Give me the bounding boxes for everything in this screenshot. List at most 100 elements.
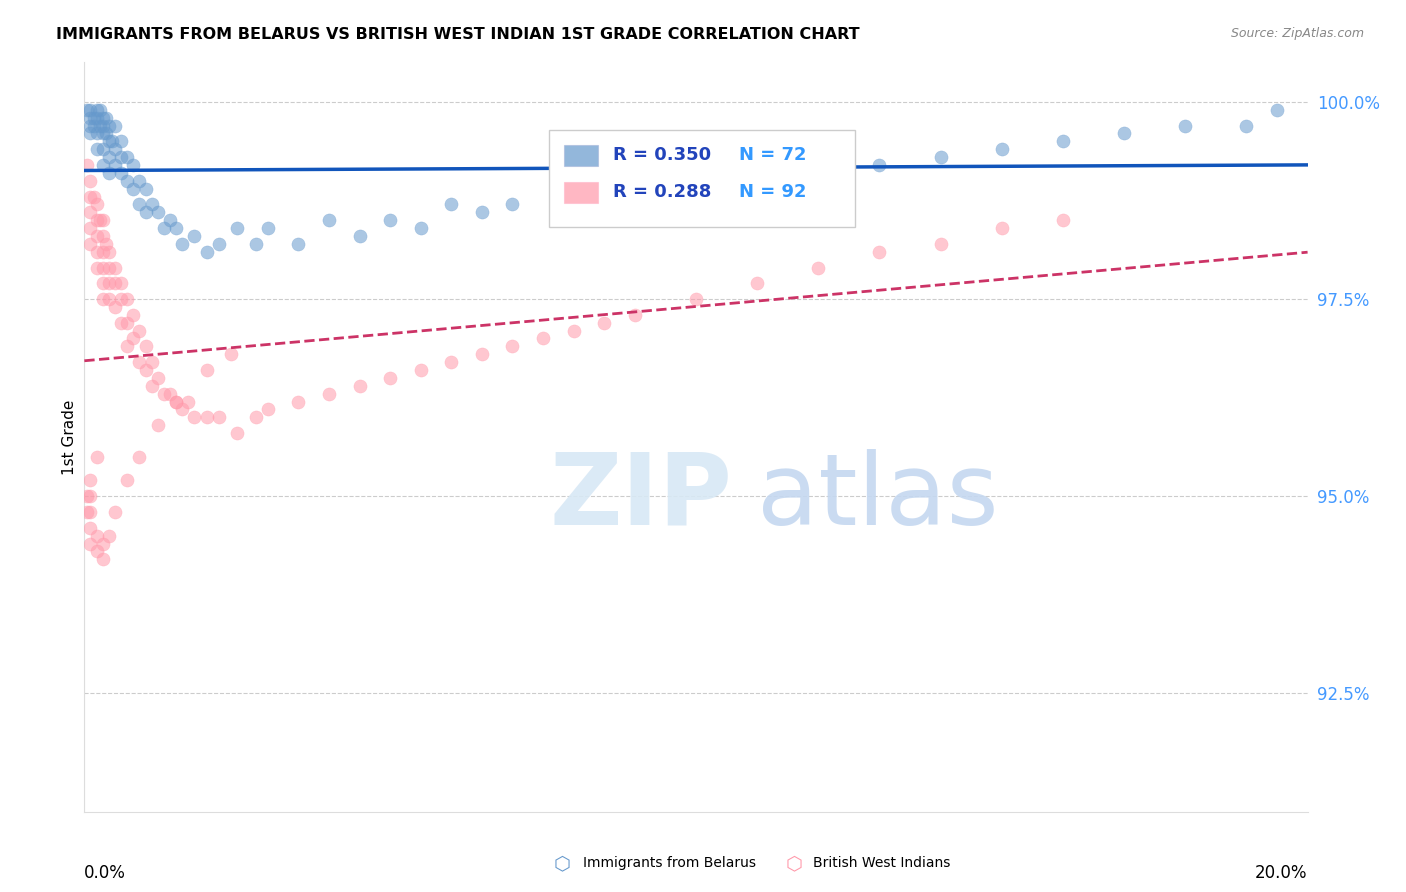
Point <box>91 260 114 275</box>
Point <box>79 111 101 125</box>
Point <box>135 205 157 219</box>
Point <box>91 277 114 291</box>
Point <box>79 174 101 188</box>
Text: Immigrants from Belarus: Immigrants from Belarus <box>583 856 756 871</box>
Bar <box>564 145 598 166</box>
Point <box>97 119 120 133</box>
Point <box>86 213 108 227</box>
Point <box>257 221 280 235</box>
Point <box>685 292 707 306</box>
Text: ⬡: ⬡ <box>786 854 803 873</box>
Point <box>624 181 647 195</box>
Point <box>685 174 707 188</box>
Point <box>97 529 120 543</box>
Point <box>79 127 101 141</box>
Point <box>409 363 432 377</box>
Point <box>86 103 108 117</box>
Point <box>94 111 117 125</box>
Point <box>91 244 114 259</box>
Point <box>91 536 114 550</box>
Point <box>195 363 218 377</box>
Point <box>471 205 494 219</box>
Point <box>128 355 150 369</box>
Point <box>991 142 1014 156</box>
Point <box>502 339 524 353</box>
Point <box>440 197 463 211</box>
Point <box>531 331 554 345</box>
Point <box>287 236 309 251</box>
Point <box>91 158 114 172</box>
Point <box>79 536 101 550</box>
Point <box>349 379 371 393</box>
Text: British West Indians: British West Indians <box>813 856 950 871</box>
Point <box>1174 119 1197 133</box>
Point <box>747 166 769 180</box>
Point <box>245 236 267 251</box>
Point <box>101 134 124 148</box>
Point <box>76 505 98 519</box>
Point <box>97 292 120 306</box>
Point <box>409 221 432 235</box>
Point <box>287 394 309 409</box>
Point <box>128 450 150 464</box>
Point <box>86 197 108 211</box>
Text: IMMIGRANTS FROM BELARUS VS BRITISH WEST INDIAN 1ST GRADE CORRELATION CHART: IMMIGRANTS FROM BELARUS VS BRITISH WEST … <box>56 27 860 42</box>
Point <box>97 150 120 164</box>
Point <box>91 213 114 227</box>
Point <box>122 331 145 345</box>
Text: 0.0%: 0.0% <box>84 864 127 882</box>
Point <box>1052 213 1074 227</box>
Point <box>991 221 1014 235</box>
Point <box>146 205 169 219</box>
Point <box>89 103 111 117</box>
Point <box>76 489 98 503</box>
Point <box>1052 134 1074 148</box>
Point <box>91 127 114 141</box>
Point <box>869 244 891 259</box>
Point <box>624 308 647 322</box>
Point <box>1236 119 1258 133</box>
Point <box>380 213 402 227</box>
Text: ⬡: ⬡ <box>554 854 571 873</box>
Point <box>79 103 101 117</box>
Point <box>83 189 105 203</box>
Point <box>471 347 494 361</box>
Point <box>165 394 187 409</box>
Point <box>115 316 138 330</box>
Point <box>318 386 340 401</box>
Point <box>86 529 108 543</box>
Point <box>97 244 120 259</box>
Point <box>226 221 249 235</box>
Point <box>141 379 163 393</box>
Text: R = 0.288: R = 0.288 <box>613 183 711 201</box>
Point <box>747 277 769 291</box>
Point <box>76 158 98 172</box>
Point <box>141 197 163 211</box>
Point <box>115 474 138 488</box>
Point <box>86 244 108 259</box>
Point <box>159 386 181 401</box>
Point <box>440 355 463 369</box>
Point <box>94 127 117 141</box>
Point <box>79 221 101 235</box>
Point <box>1114 127 1136 141</box>
Point <box>104 158 127 172</box>
Text: atlas: atlas <box>758 449 998 546</box>
Point <box>146 418 169 433</box>
Point <box>929 150 952 164</box>
Point <box>226 426 249 441</box>
Point <box>104 119 127 133</box>
Point <box>91 229 114 244</box>
Point <box>110 277 132 291</box>
Point <box>135 181 157 195</box>
Point <box>89 213 111 227</box>
Point <box>146 371 169 385</box>
Point <box>89 119 111 133</box>
Point <box>79 489 101 503</box>
Point <box>110 292 132 306</box>
Point <box>97 134 120 148</box>
Point <box>159 213 181 227</box>
Point <box>172 402 194 417</box>
Point <box>318 213 340 227</box>
Point <box>165 221 187 235</box>
